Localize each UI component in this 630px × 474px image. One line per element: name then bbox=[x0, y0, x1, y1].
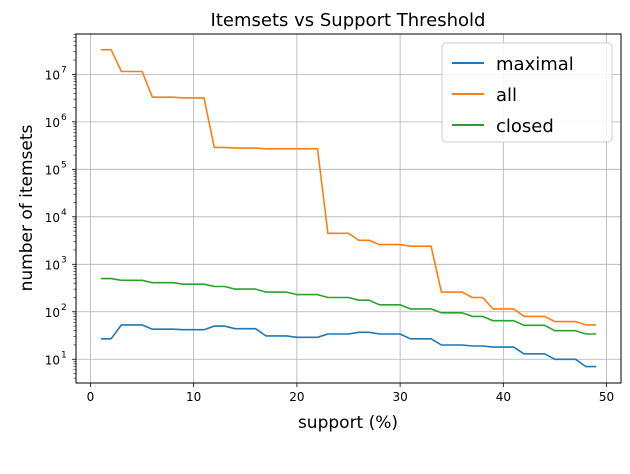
y-tick-label: 10 bbox=[45, 306, 60, 320]
y-tick-label-exponent: 3 bbox=[61, 255, 67, 265]
legend-label-all: all bbox=[496, 85, 517, 106]
y-tick-label: 10 bbox=[45, 68, 60, 82]
y-tick-label: 10 bbox=[45, 211, 60, 225]
series-line-all bbox=[100, 48, 597, 326]
y-tick-label-exponent: 5 bbox=[61, 160, 67, 170]
y-tick-label: 10 bbox=[45, 116, 60, 130]
x-tick-label: 0 bbox=[87, 390, 95, 404]
y-axis-label: number of itemsets bbox=[17, 124, 37, 291]
y-tick-label-exponent: 7 bbox=[61, 65, 67, 75]
legend-label-maximal: maximal bbox=[496, 54, 574, 75]
grid bbox=[76, 34, 621, 383]
series-line-maximal bbox=[100, 324, 597, 368]
y-tick-label-exponent: 1 bbox=[61, 350, 67, 360]
x-tick-label: 30 bbox=[392, 390, 407, 404]
x-tick-label: 50 bbox=[599, 390, 614, 404]
series-line-closed bbox=[100, 277, 597, 335]
y-tick-label-exponent: 4 bbox=[61, 208, 67, 218]
y-tick-label-exponent: 6 bbox=[61, 113, 67, 123]
x-tick-label: 40 bbox=[496, 390, 511, 404]
y-tick-label: 10 bbox=[45, 163, 60, 177]
y-tick-label: 10 bbox=[45, 258, 60, 272]
legend-box bbox=[441, 42, 613, 143]
plot-frame bbox=[75, 33, 622, 384]
x-axis-label: support (%) bbox=[298, 413, 398, 433]
x-tick-label: 10 bbox=[186, 390, 201, 404]
y-tick-label: 10 bbox=[45, 353, 60, 367]
y-tick-label-exponent: 2 bbox=[61, 303, 67, 313]
series-group bbox=[100, 48, 597, 368]
legend: maximal all closed bbox=[441, 42, 613, 143]
x-tick-label: 20 bbox=[289, 390, 304, 404]
legend-label-closed: closed bbox=[496, 116, 554, 137]
chart-title: Itemsets vs Support Threshold bbox=[211, 10, 486, 31]
